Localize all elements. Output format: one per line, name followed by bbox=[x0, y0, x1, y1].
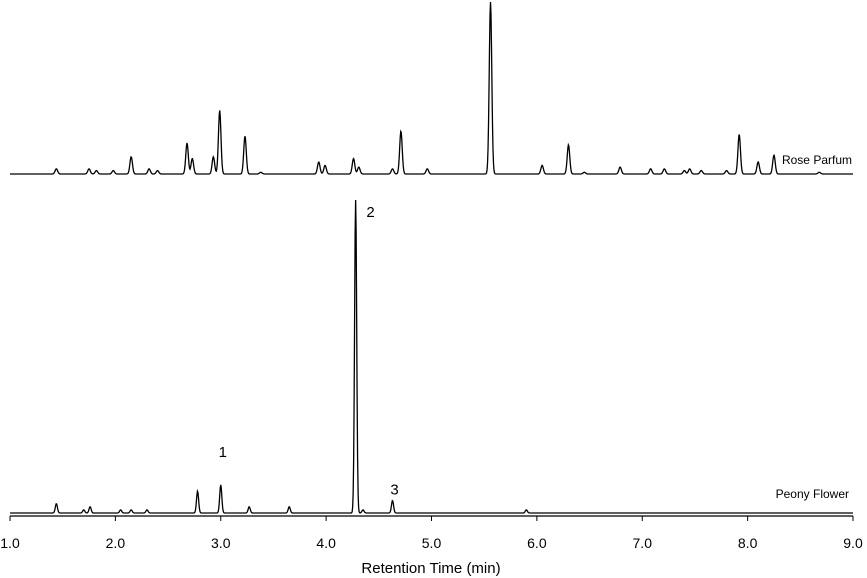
peak-label-3: 3 bbox=[390, 482, 398, 499]
x-tick-label: 7.0 bbox=[633, 535, 653, 551]
series-label: Rose Parfum bbox=[782, 153, 852, 167]
x-tick-label: 3.0 bbox=[211, 535, 231, 551]
series-line bbox=[10, 199, 853, 514]
x-tick-label: 6.0 bbox=[527, 535, 547, 551]
x-tick-label: 2.0 bbox=[106, 535, 126, 551]
x-tick-label: 9.0 bbox=[843, 535, 863, 551]
x-axis-ticks: 1.0 2.0 3.0 4.0 5.0 6.0 7.0 8.0 9.0 bbox=[0, 516, 863, 551]
x-tick-label: 4.0 bbox=[316, 535, 336, 551]
series-line bbox=[10, 1, 853, 175]
peak-label-1: 1 bbox=[219, 444, 227, 461]
x-axis-title: Retention Time (min) bbox=[361, 560, 500, 577]
series-peony-flower: Peony Flower bbox=[10, 199, 853, 514]
traces: Rose Parfum Peony Flower bbox=[10, 1, 853, 514]
series-rose-parfum: Rose Parfum bbox=[10, 1, 853, 175]
x-tick-label: 8.0 bbox=[738, 535, 758, 551]
peak-label-2: 2 bbox=[366, 204, 374, 221]
x-axis: 1.0 2.0 3.0 4.0 5.0 6.0 7.0 8.0 9.0 Retention Ti… bbox=[0, 515, 863, 577]
series-label: Peony Flower bbox=[776, 487, 849, 501]
peak-annotations: 1 2 3 bbox=[219, 204, 399, 499]
x-tick-label: 5.0 bbox=[422, 535, 442, 551]
x-tick-label: 1.0 bbox=[0, 535, 20, 551]
